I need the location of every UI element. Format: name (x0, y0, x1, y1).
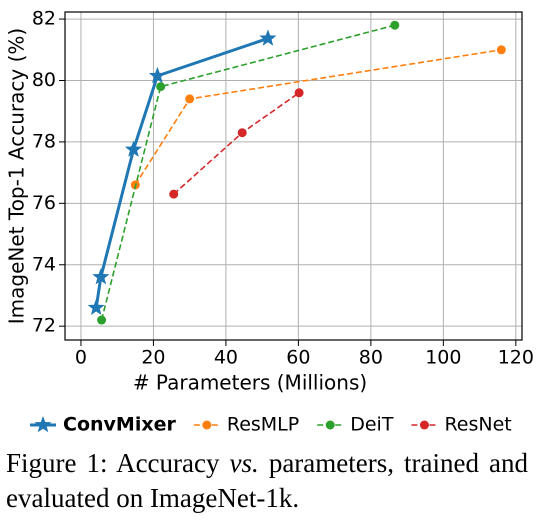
marker (185, 94, 195, 104)
x-tick-label: 60 (286, 347, 310, 369)
marker (97, 315, 107, 325)
plot-frame (64, 11, 523, 341)
series-line (94, 36, 269, 308)
marker (496, 45, 506, 55)
series-line (134, 48, 502, 186)
marker (156, 82, 166, 92)
legend-marker (419, 420, 429, 430)
series-line (173, 92, 300, 195)
marker (87, 298, 105, 316)
x-axis-label: # Parameters (Millions) (133, 371, 367, 395)
legend-label: ResNet (444, 414, 511, 436)
x-tick-label: 80 (359, 347, 383, 369)
x-tick-label: 100 (425, 347, 461, 369)
y-axis-label: ImageNet Top-1 Accuracy (%) (5, 28, 29, 324)
x-tick-label: 120 (498, 347, 534, 369)
chart: # Parameters (Millions) ImageNet Top-1 A… (5, 8, 534, 436)
x-tick-label: 20 (141, 347, 165, 369)
marker (169, 189, 179, 199)
y-tick-label: 78 (32, 130, 56, 152)
marker (259, 29, 277, 46)
legend-label: ResMLP (227, 414, 299, 436)
caption-text: Figure 1: Accuracy (6, 448, 220, 478)
caption: Figure 1: Accuracy vs. parameters, train… (6, 446, 528, 516)
y-tick-label: 76 (32, 192, 56, 214)
marker (294, 88, 304, 98)
marker (124, 140, 143, 157)
y-tick-label: 74 (32, 253, 56, 275)
legend-label: ConvMixer (63, 414, 176, 436)
marker (390, 20, 400, 30)
legend: ConvMixer ResMLP DeiT ResNet (30, 414, 512, 436)
caption-text: parameters, trained and evaluated on Ima… (6, 448, 528, 513)
x-tick-label: 40 (214, 347, 238, 369)
marker (92, 268, 110, 285)
legend-marker (202, 420, 212, 430)
legend-marker (325, 420, 335, 430)
legend-label: DeiT (350, 414, 394, 436)
marker (237, 128, 247, 138)
series-line (100, 24, 395, 321)
x-tick-label: 0 (75, 347, 87, 369)
y-tick-label: 72 (32, 315, 56, 337)
caption-italic: vs. (229, 448, 259, 478)
legend-marker (34, 416, 52, 433)
y-tick-label: 80 (32, 69, 56, 91)
marker (148, 66, 166, 84)
y-tick-label: 82 (32, 8, 56, 30)
